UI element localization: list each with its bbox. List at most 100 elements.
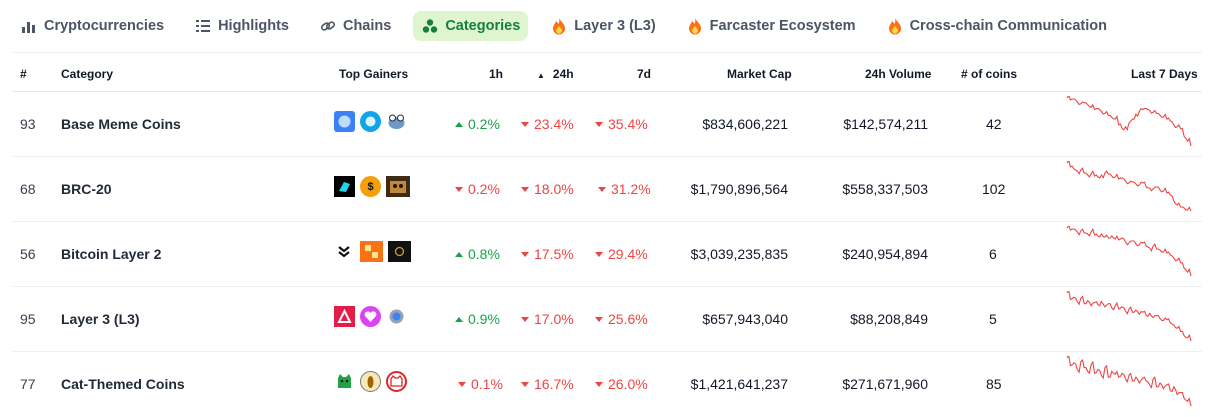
sort-asc-icon: ▲ (537, 71, 545, 80)
sparkline-chart (1066, 161, 1192, 212)
table-row[interactable]: 56 Bitcoin Layer 2 0.8% 17.5% 29.4% $3,0… (12, 222, 1202, 287)
tab-chains[interactable]: Chains (311, 11, 399, 41)
change-7d: 25.6% (595, 311, 648, 327)
change-7d: 31.2% (598, 181, 651, 197)
sparkline-series (1066, 291, 1192, 342)
sparkline-series (1066, 356, 1192, 407)
change-1h: 0.1% (458, 376, 503, 392)
col-7d[interactable]: 7d (637, 67, 652, 81)
col-24h-volume[interactable]: 24h Volume (865, 67, 932, 81)
market-cap: $1,790,896,564 (690, 181, 788, 197)
coin-icon-blue[interactable] (360, 111, 381, 132)
fire-icon (550, 17, 568, 35)
tab-layer-3[interactable]: Layer 3 (L3) (542, 11, 663, 41)
caret-down-icon (521, 251, 529, 257)
coin-icon-green-cat[interactable] (334, 371, 355, 392)
tab-label: Layer 3 (L3) (574, 18, 656, 34)
col-24h[interactable]: ▲ 24h (537, 67, 574, 81)
caret-down-icon (455, 186, 463, 192)
tab-label: Chains (342, 18, 392, 34)
tab-cross-chain-communication[interactable]: Cross-chain Communication (878, 11, 1115, 41)
coin-icon-frog[interactable] (386, 111, 407, 132)
col-market-cap[interactable]: Market Cap (727, 67, 792, 81)
coin-icon-black-square[interactable] (388, 241, 411, 262)
change-1h: 0.2% (455, 116, 500, 132)
fire-icon (886, 17, 904, 35)
caret-up-icon (455, 316, 463, 322)
top-gainers: $ (334, 176, 415, 197)
col-num-coins[interactable]: # of coins (961, 67, 1018, 81)
bar-chart-icon (20, 17, 38, 35)
row-rank: 95 (20, 311, 36, 327)
coin-icon-red-cat[interactable] (386, 371, 407, 392)
volume-24h: $558,337,503 (842, 181, 928, 197)
caret-down-icon (521, 381, 529, 387)
coin-icon-blue[interactable] (334, 111, 355, 132)
market-cap: $1,421,641,237 (690, 376, 788, 392)
volume-24h: $240,954,894 (842, 246, 928, 262)
top-gainers (334, 111, 412, 132)
coin-icon-black[interactable] (334, 176, 355, 197)
category-name-link[interactable]: Cat-Themed Coins (61, 376, 185, 392)
tab-cryptocurrencies[interactable]: Cryptocurrencies (12, 11, 172, 41)
sparkline-series (1066, 96, 1192, 147)
tab-label: Cross-chain Communication (909, 18, 1107, 34)
col-rank[interactable]: # (20, 67, 27, 81)
coin-icon-blue-badge[interactable] (386, 306, 407, 327)
link-icon (319, 17, 337, 35)
top-gainers (334, 241, 416, 262)
row-rank: 77 (20, 376, 36, 392)
tab-farcaster-ecosystem[interactable]: Farcaster Ecosystem (678, 11, 864, 41)
sparkline-chart (1066, 356, 1192, 407)
volume-24h: $142,574,211 (843, 116, 928, 132)
coin-icon-orange[interactable]: $ (360, 176, 381, 197)
coin-icon-magenta[interactable] (360, 306, 381, 327)
col-category[interactable]: Category (61, 67, 114, 81)
tab-categories[interactable]: Categories (413, 11, 529, 41)
num-coins: 6 (989, 246, 997, 262)
tab-label: Categories (445, 18, 521, 34)
tab-highlights[interactable]: Highlights (186, 11, 297, 41)
sparkline-chart (1066, 226, 1192, 277)
caret-up-icon (455, 251, 463, 257)
fire-icon (686, 17, 704, 35)
coin-icon-dark[interactable] (386, 176, 410, 197)
top-gainers (334, 371, 412, 392)
caret-down-icon (595, 251, 603, 257)
category-name-link[interactable]: Bitcoin Layer 2 (61, 246, 162, 262)
table-header: # Category Top Gainers 1h ▲ 24h 7d Market… (12, 52, 1202, 92)
category-name-link[interactable]: BRC-20 (61, 181, 112, 197)
col-1h[interactable]: 1h (489, 67, 504, 81)
market-cap: $657,943,040 (702, 311, 788, 327)
table-row[interactable]: 77 Cat-Themed Coins 0.1% 16.7% 26.0% $1,… (12, 352, 1202, 417)
caret-down-icon (521, 186, 529, 192)
col-top-gainers: Top Gainers (339, 67, 409, 81)
coin-icon-stacks[interactable] (334, 241, 355, 262)
num-coins: 42 (986, 116, 1002, 132)
row-rank: 56 (20, 246, 36, 262)
coin-icon-orange-square[interactable] (360, 241, 383, 262)
change-7d: 29.4% (595, 246, 648, 262)
market-cap: $3,039,235,835 (690, 246, 788, 262)
change-24h: 23.4% (521, 116, 574, 132)
row-rank: 68 (20, 181, 36, 197)
coin-icon-gold[interactable] (360, 371, 381, 392)
market-cap: $834,606,221 (702, 116, 788, 132)
caret-down-icon (595, 121, 603, 127)
caret-down-icon (521, 316, 529, 322)
caret-up-icon (455, 121, 463, 127)
category-name-link[interactable]: Layer 3 (L3) (61, 311, 140, 327)
table-row[interactable]: 95 Layer 3 (L3) 0.9% 17.0% 25.6% $657,94… (12, 287, 1202, 352)
table-row[interactable]: 93 Base Meme Coins 0.2% 23.4% 35.4% $834… (12, 92, 1202, 157)
tab-label: Farcaster Ecosystem (709, 18, 856, 34)
coin-icon-red-triangle[interactable] (334, 306, 355, 327)
volume-24h: $88,208,849 (850, 311, 928, 327)
change-1h: 0.2% (455, 181, 500, 197)
category-name-link[interactable]: Base Meme Coins (61, 116, 181, 132)
tab-label: Highlights (218, 18, 289, 34)
change-24h: 17.5% (521, 246, 574, 262)
num-coins: 102 (982, 181, 1006, 197)
caret-down-icon (595, 381, 603, 387)
top-gainers (334, 306, 412, 327)
table-row[interactable]: 68 BRC-20 $ 0.2% 18.0% 31.2% $1,790,896,… (12, 157, 1202, 222)
